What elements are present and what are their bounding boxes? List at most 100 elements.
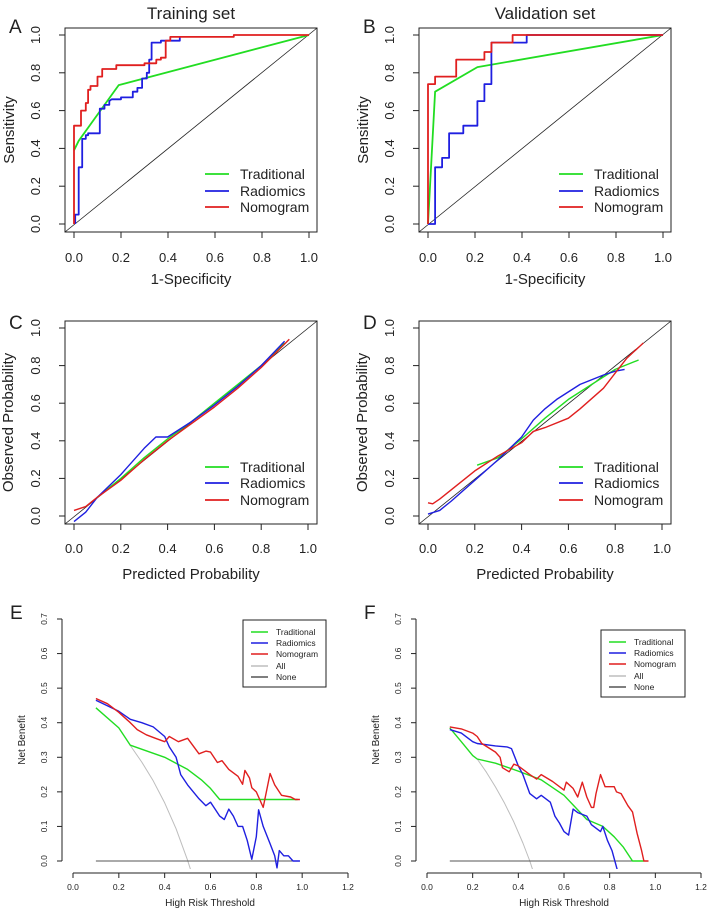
panel-letter: F bbox=[364, 603, 376, 624]
x-tick-label: 0.4 bbox=[513, 541, 531, 556]
series-line-traditional bbox=[449, 727, 644, 862]
y-tick-label: 0.2 bbox=[28, 469, 43, 487]
x-tick-label: 1.0 bbox=[300, 250, 318, 265]
x-tick-label: 1.0 bbox=[296, 882, 308, 892]
legend-label: Radiomics bbox=[276, 638, 316, 648]
legend-label: Nomogram bbox=[276, 649, 318, 659]
y-tick-label: 0.1 bbox=[393, 820, 403, 832]
series-line-all bbox=[129, 745, 191, 869]
y-axis-label: Sensitivity bbox=[355, 96, 372, 164]
x-tick-label: 0.8 bbox=[250, 882, 262, 892]
y-axis-label: Net Benefit bbox=[371, 715, 382, 765]
y-tick-label: 0.2 bbox=[393, 786, 403, 798]
x-tick-label: 1.0 bbox=[654, 250, 672, 265]
x-tick-label: 0.6 bbox=[558, 882, 570, 892]
legend-label: Traditional bbox=[594, 166, 659, 182]
y-axis-label: Net Benefit bbox=[17, 715, 28, 765]
x-tick-label: 0.8 bbox=[606, 541, 624, 556]
y-tick-label: 0.1 bbox=[39, 820, 49, 832]
x-axis-label: Predicted Probability bbox=[476, 566, 614, 583]
y-tick-label: 0.8 bbox=[28, 64, 43, 82]
y-tick-label: 0.0 bbox=[393, 855, 403, 867]
x-axis-label: High Risk Threshold bbox=[519, 898, 609, 909]
legend-label: Traditional bbox=[634, 637, 673, 647]
series-line-nomogram bbox=[427, 34, 663, 224]
y-tick-label: 0.4 bbox=[39, 717, 49, 729]
y-axis-label: Observed Probability bbox=[0, 352, 17, 492]
x-tick-label: 0.6 bbox=[560, 250, 578, 265]
y-tick-label: 0.6 bbox=[39, 647, 49, 659]
x-tick-label: 1.2 bbox=[695, 882, 707, 892]
x-tick-label: 0.8 bbox=[252, 541, 270, 556]
series-line-nomogram bbox=[449, 726, 649, 862]
series-line-traditional bbox=[427, 34, 664, 225]
y-tick-label: 1.0 bbox=[28, 26, 43, 44]
x-tick-label: 0.0 bbox=[419, 541, 437, 556]
x-tick-label: 0.0 bbox=[65, 250, 83, 265]
x-tick-label: 0.8 bbox=[607, 250, 625, 265]
x-tick-label: 1.0 bbox=[649, 882, 661, 892]
legend-label: Radiomics bbox=[634, 648, 674, 658]
chart-title: Validation set bbox=[495, 4, 596, 23]
x-tick-label: 0.2 bbox=[466, 541, 484, 556]
x-tick-label: 0.2 bbox=[467, 882, 479, 892]
y-tick-label: 0.4 bbox=[28, 432, 43, 450]
y-tick-label: 0.3 bbox=[39, 751, 49, 763]
x-tick-label: 0.6 bbox=[205, 882, 217, 892]
x-tick-label: 0.6 bbox=[206, 250, 224, 265]
reference-diagonal bbox=[418, 27, 672, 233]
panel-letter: E bbox=[10, 603, 23, 624]
series-group bbox=[95, 697, 300, 869]
x-tick-label: 0.0 bbox=[421, 882, 433, 892]
y-tick-label: 1.0 bbox=[382, 26, 397, 44]
y-tick-label: 0.2 bbox=[28, 177, 43, 195]
legend-label: Nomogram bbox=[594, 492, 663, 508]
series-line-traditional bbox=[95, 707, 298, 801]
x-tick-label: 1.0 bbox=[299, 541, 317, 556]
series-group bbox=[427, 34, 664, 225]
x-tick-label: 0.0 bbox=[65, 541, 83, 556]
y-tick-label: 0.5 bbox=[39, 682, 49, 694]
series-line-radiomics bbox=[427, 368, 625, 515]
x-tick-label: 0.2 bbox=[113, 882, 125, 892]
x-tick-label: 0.2 bbox=[112, 541, 130, 556]
legend-label: Nomogram bbox=[240, 492, 309, 508]
y-tick-label: 0.0 bbox=[382, 215, 397, 233]
legend-label: All bbox=[634, 671, 644, 681]
panel-b: B Validation set 0.0 0.2 0.4 0.6 0.8 1.0 0.0 0.2 0… bbox=[355, 4, 672, 288]
panel-d: D 0.0 0.2 0.4 0.6 0.8 1.0 0.0 0.2 0.4 0.6 0.8 1.0 Pre… bbox=[354, 313, 672, 583]
y-tick-label: 0.4 bbox=[382, 432, 397, 450]
y-tick-label: 0.8 bbox=[382, 64, 397, 82]
x-axis-label: 1-Specificity bbox=[151, 271, 232, 288]
legend-label: Nomogram bbox=[240, 199, 309, 215]
panel-letter: C bbox=[9, 313, 23, 334]
legend-label: Nomogram bbox=[594, 199, 663, 215]
y-tick-label: 0.6 bbox=[28, 102, 43, 120]
x-tick-label: 1.2 bbox=[342, 882, 354, 892]
y-tick-label: 0.7 bbox=[39, 613, 49, 625]
legend-label: Traditional bbox=[594, 459, 659, 475]
y-tick-label: 0.7 bbox=[393, 613, 403, 625]
series-line-nomogram bbox=[73, 34, 309, 224]
x-axis-label: Predicted Probability bbox=[122, 566, 260, 583]
legend-label: All bbox=[276, 661, 286, 671]
y-tick-label: 0.6 bbox=[382, 102, 397, 120]
legend-label: Radiomics bbox=[240, 475, 305, 491]
series-line-nomogram bbox=[73, 338, 290, 512]
y-tick-label: 0.3 bbox=[393, 751, 403, 763]
series-line-nomogram bbox=[95, 697, 300, 809]
legend-label: Traditional bbox=[240, 166, 305, 182]
x-tick-label: 0.6 bbox=[559, 541, 577, 556]
x-tick-label: 1.0 bbox=[653, 541, 671, 556]
y-axis-label: Observed Probability bbox=[354, 352, 371, 492]
panel-letter: D bbox=[363, 313, 377, 334]
x-tick-label: 0.2 bbox=[112, 250, 130, 265]
y-tick-label: 0.4 bbox=[382, 139, 397, 157]
legend-label: Radiomics bbox=[594, 475, 659, 491]
series-group bbox=[73, 34, 310, 224]
y-tick-label: 0.2 bbox=[382, 469, 397, 487]
y-tick-label: 0.0 bbox=[28, 507, 43, 525]
